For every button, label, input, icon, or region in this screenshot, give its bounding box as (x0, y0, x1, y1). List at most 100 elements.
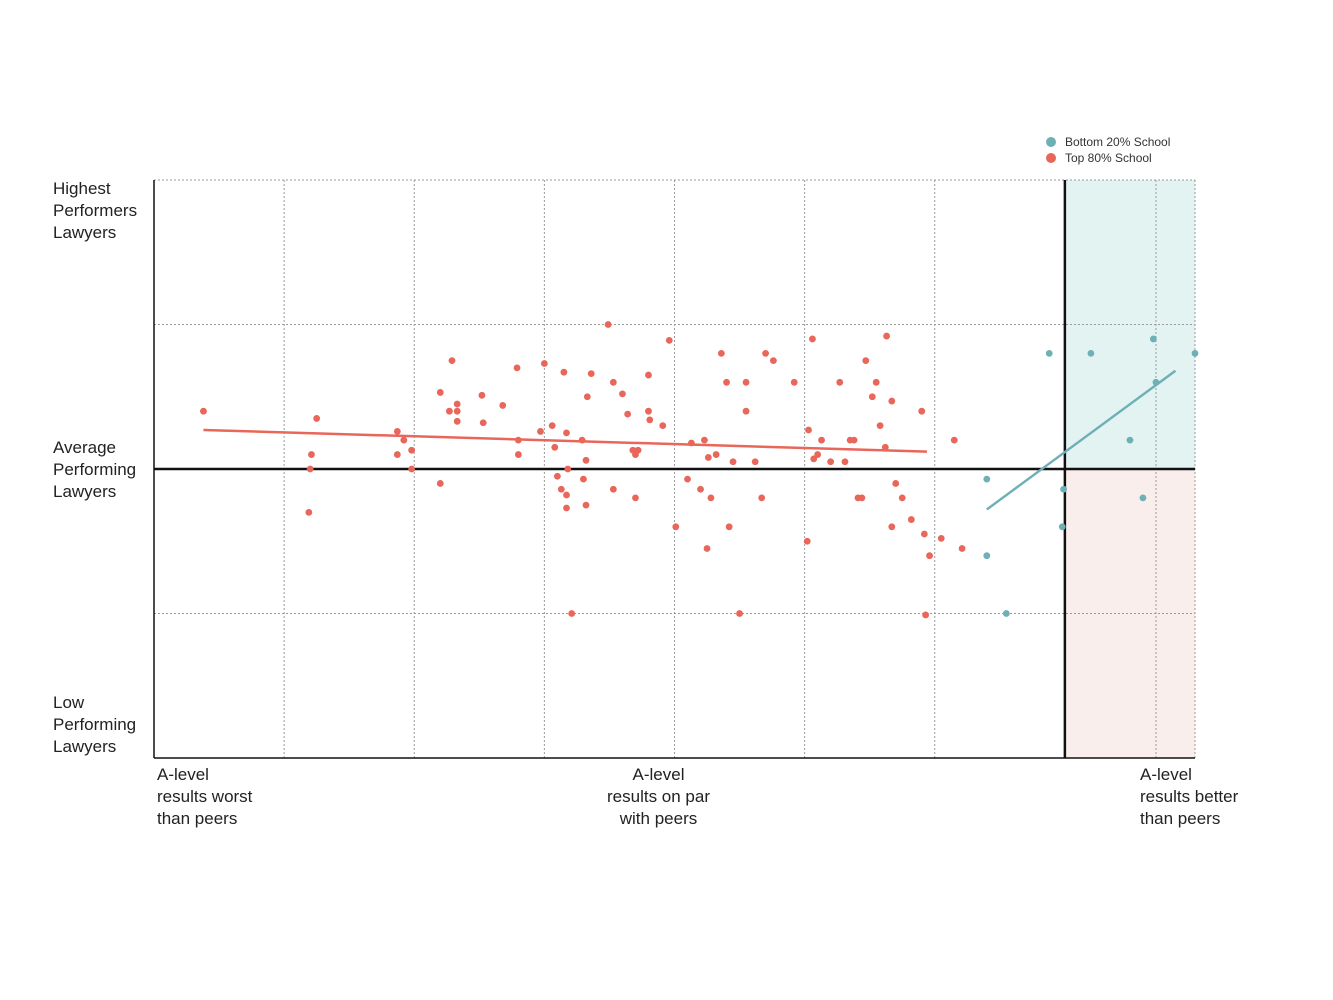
data-point-top-80 (888, 397, 896, 405)
data-point-top-80 (645, 407, 652, 415)
data-point-bottom-20 (1002, 610, 1010, 617)
data-point-bottom-20 (983, 552, 991, 560)
data-point-top-80 (563, 491, 570, 499)
data-point-top-80 (950, 436, 958, 444)
data-point-top-80 (578, 436, 586, 444)
quadrant-backgrounds (1064, 180, 1195, 758)
x-label-par: A-level results on par with peers (607, 765, 710, 828)
data-point-top-80 (751, 458, 759, 466)
data-point-top-80 (513, 364, 521, 372)
data-point-top-80 (958, 545, 966, 552)
data-point-top-80 (742, 378, 750, 386)
data-point-top-80 (582, 501, 590, 509)
data-point-top-80 (803, 537, 811, 545)
data-point-top-80 (684, 475, 691, 483)
data-point-top-80 (499, 402, 507, 409)
data-point-top-80 (408, 446, 416, 454)
data-point-top-80 (892, 480, 900, 487)
data-point-top-80 (717, 350, 725, 357)
data-point-top-80 (604, 321, 612, 328)
data-point-top-80 (478, 391, 486, 399)
data-point-bottom-20 (1058, 523, 1066, 531)
data-point-top-80 (883, 332, 891, 340)
y-label-low: Low Performing Lawyers (53, 693, 137, 756)
data-point-top-80 (632, 494, 639, 502)
data-point-top-80 (537, 428, 544, 435)
data-point-top-80 (514, 451, 522, 458)
x-label-worse: A-level results worst than peers (157, 765, 253, 828)
data-point-top-80 (712, 451, 720, 458)
data-point-top-80 (308, 451, 315, 458)
data-point-top-80 (563, 504, 570, 512)
data-point-top-80 (445, 407, 453, 415)
data-point-top-80 (898, 494, 906, 502)
legend-marker-bottom-20 (1046, 137, 1056, 147)
data-point-top-80 (551, 443, 559, 451)
data-point-top-80 (762, 350, 769, 357)
data-point-top-80 (436, 389, 444, 396)
data-point-top-80 (907, 516, 915, 523)
data-point-top-80 (827, 458, 835, 466)
data-point-top-80 (453, 417, 461, 425)
data-point-top-80 (704, 454, 712, 461)
data-point-top-80 (557, 485, 565, 493)
data-point-top-80 (200, 407, 207, 415)
data-point-top-80 (479, 419, 487, 427)
data-point-top-80 (609, 485, 617, 493)
data-point-top-80 (688, 439, 695, 447)
data-point-top-80 (453, 407, 461, 415)
data-point-top-80 (560, 368, 568, 376)
data-point-top-80 (836, 378, 844, 386)
data-point-top-80 (609, 378, 617, 386)
data-point-top-80 (809, 335, 816, 343)
data-point-top-80 (725, 523, 733, 531)
data-point-top-80 (624, 410, 632, 418)
data-point-top-80 (872, 378, 880, 386)
trend-line-top-80 (203, 428, 927, 453)
data-point-top-80 (583, 393, 591, 401)
data-point-top-80 (790, 378, 798, 386)
data-point-top-80 (769, 357, 777, 365)
data-point-bottom-20 (1087, 350, 1095, 357)
data-point-top-80 (619, 390, 626, 398)
data-point-top-80 (453, 400, 461, 408)
data-point-top-80 (736, 610, 743, 617)
data-point-top-80 (697, 485, 704, 493)
data-point-bottom-20 (1139, 494, 1147, 502)
data-point-top-80 (723, 378, 730, 386)
data-point-top-80 (313, 415, 321, 422)
data-point-top-80 (587, 370, 595, 378)
trend-line-bottom-20 (986, 369, 1177, 511)
data-point-top-80 (707, 494, 715, 502)
data-point-bottom-20 (983, 475, 991, 483)
data-point-top-80 (805, 426, 812, 434)
data-point-bottom-20 (1191, 350, 1199, 357)
data-point-top-80 (850, 436, 858, 444)
data-point-top-80 (634, 446, 642, 454)
data-point-top-80 (580, 475, 587, 483)
data-point-top-80 (758, 494, 766, 502)
y-label-average: Average Performing Lawyers (53, 438, 137, 501)
legend: Bottom 20% School Top 80% School (1046, 134, 1170, 166)
data-point-top-80 (400, 436, 408, 444)
data-point-top-80 (881, 443, 889, 451)
data-point-top-80 (703, 545, 711, 552)
legend-label-top-80: Top 80% School (1065, 151, 1152, 165)
data-point-bottom-20 (1060, 485, 1067, 493)
data-point-top-80 (514, 436, 522, 444)
data-point-top-80 (553, 472, 561, 480)
data-point-top-80 (564, 465, 572, 473)
axes (153, 180, 1195, 759)
data-point-top-80 (448, 357, 456, 365)
legend-item-top-80: Top 80% School (1046, 150, 1170, 166)
data-point-top-80 (436, 480, 444, 487)
data-point-top-80 (701, 436, 708, 444)
data-point-top-80 (858, 494, 866, 502)
x-label-better: A-level results better than peers (1140, 765, 1239, 828)
data-point-top-80 (742, 407, 750, 415)
data-point-top-80 (582, 456, 590, 464)
data-point-bottom-20 (1149, 335, 1157, 343)
data-point-top-80 (876, 422, 884, 430)
data-point-top-80 (548, 422, 556, 430)
legend-label-bottom-20: Bottom 20% School (1065, 135, 1171, 149)
